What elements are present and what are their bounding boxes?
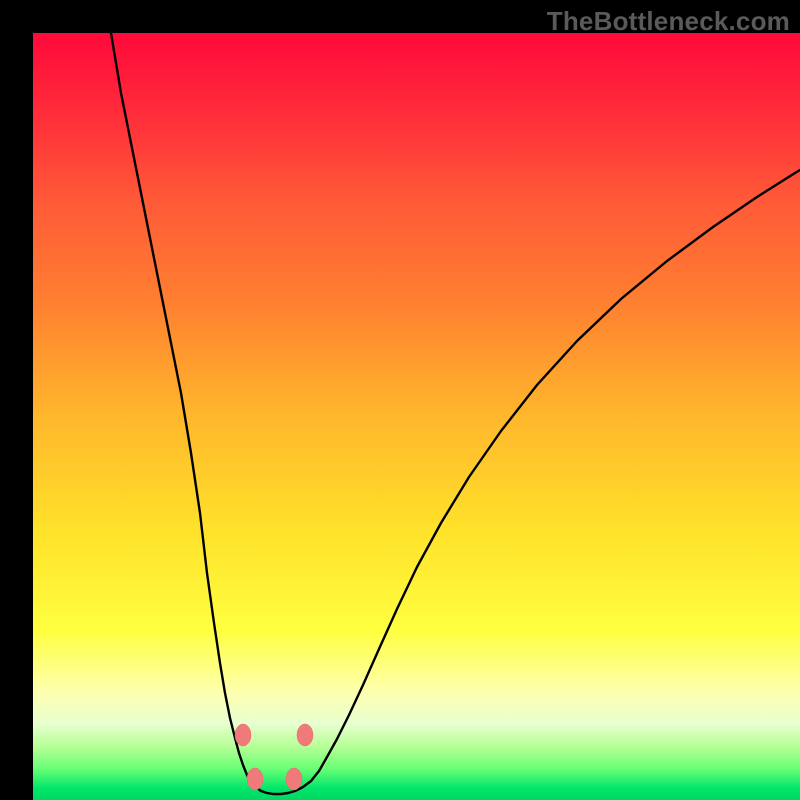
valley-marker — [247, 768, 263, 790]
valley-marker — [235, 724, 251, 746]
bottleneck-curve — [33, 33, 800, 800]
valley-marker — [286, 768, 302, 790]
plot-area — [33, 33, 800, 800]
valley-marker — [297, 724, 313, 746]
